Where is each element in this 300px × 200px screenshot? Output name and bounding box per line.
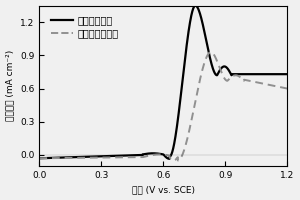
未氧化碳纤维纸: [38, 157, 41, 159]
氧化碳纤维纸: [158, 153, 162, 155]
氧化碳纤维纸: [152, 152, 155, 155]
Y-axis label: 电流密度 (mA cm⁻²): 电流密度 (mA cm⁻²): [6, 50, 15, 121]
氧化碳纤维纸: [194, 4, 197, 7]
未氧化碳纤维纸: [286, 87, 289, 90]
氧化碳纤维纸: [38, 157, 41, 159]
Legend: 氧化碳纤维纸, 未氧化碳纤维纸: 氧化碳纤维纸, 未氧化碳纤维纸: [49, 14, 120, 40]
未氧化碳纤维纸: [158, 153, 162, 156]
未氧化碳纤维纸: [50, 157, 54, 159]
X-axis label: 电势 (V vs. SCE): 电势 (V vs. SCE): [132, 185, 195, 194]
氧化碳纤维纸: [279, 73, 282, 75]
未氧化碳纤维纸: [233, 74, 237, 77]
氧化碳纤维纸: [233, 73, 237, 75]
Line: 未氧化碳纤维纸: 未氧化碳纤维纸: [39, 52, 287, 160]
未氧化碳纤维纸: [152, 154, 155, 156]
氧化碳纤维纸: [278, 73, 282, 75]
Line: 氧化碳纤维纸: 氧化碳纤维纸: [39, 6, 287, 159]
未氧化碳纤维纸: [279, 86, 282, 88]
未氧化碳纤维纸: [278, 86, 282, 88]
氧化碳纤维纸: [168, 158, 171, 160]
未氧化碳纤维纸: [172, 159, 175, 162]
氧化碳纤维纸: [50, 157, 54, 159]
未氧化碳纤维纸: [209, 51, 213, 53]
氧化碳纤维纸: [286, 73, 289, 75]
